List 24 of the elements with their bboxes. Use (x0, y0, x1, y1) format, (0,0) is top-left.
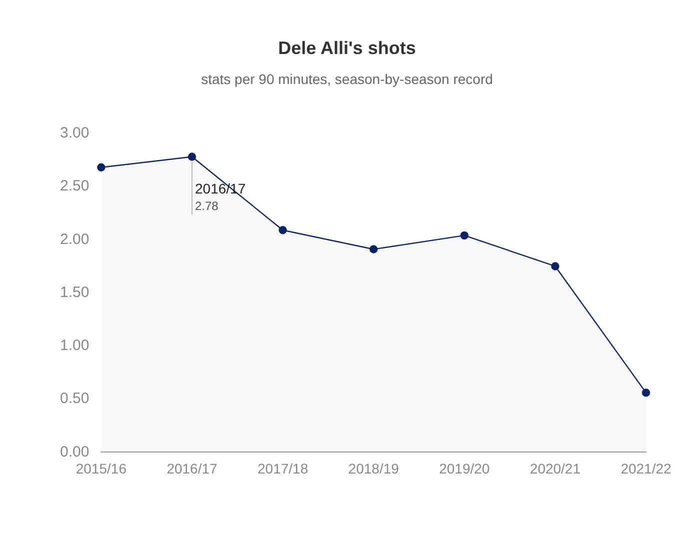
point (188, 152, 196, 161)
annotation: 2.78 (194, 199, 219, 214)
point (369, 245, 378, 254)
point (278, 226, 287, 234)
point (97, 163, 106, 172)
y-tick-label: 0.00 (60, 443, 90, 460)
x-tick-label: 2015/16 (76, 460, 127, 476)
point (642, 388, 650, 397)
y-tick-label: 3.00 (60, 124, 90, 142)
x-tick-label: 2016/17 (166, 460, 218, 476)
y-tick-label: 0.50 (60, 390, 90, 408)
point (551, 262, 560, 270)
y-tick-label: 2.00 (60, 230, 90, 248)
y-tick-label: 1.50 (60, 284, 90, 301)
y-tick-label: 1.00 (60, 337, 90, 354)
x-tick-label: 2017/18 (257, 460, 308, 476)
chart-subtitle: stats per 90 minutes, season-by-season record (201, 70, 493, 87)
x-tick-label: 2021/22 (620, 460, 672, 476)
y-tick-label: 2.50 (60, 178, 90, 195)
chart-title: Dele Alli's shots (278, 38, 416, 58)
x-tick-label: 2018/19 (348, 460, 400, 476)
point (460, 231, 468, 240)
x-tick-label: 2020/21 (530, 460, 581, 476)
x-tick-label: 2019/20 (439, 460, 490, 476)
